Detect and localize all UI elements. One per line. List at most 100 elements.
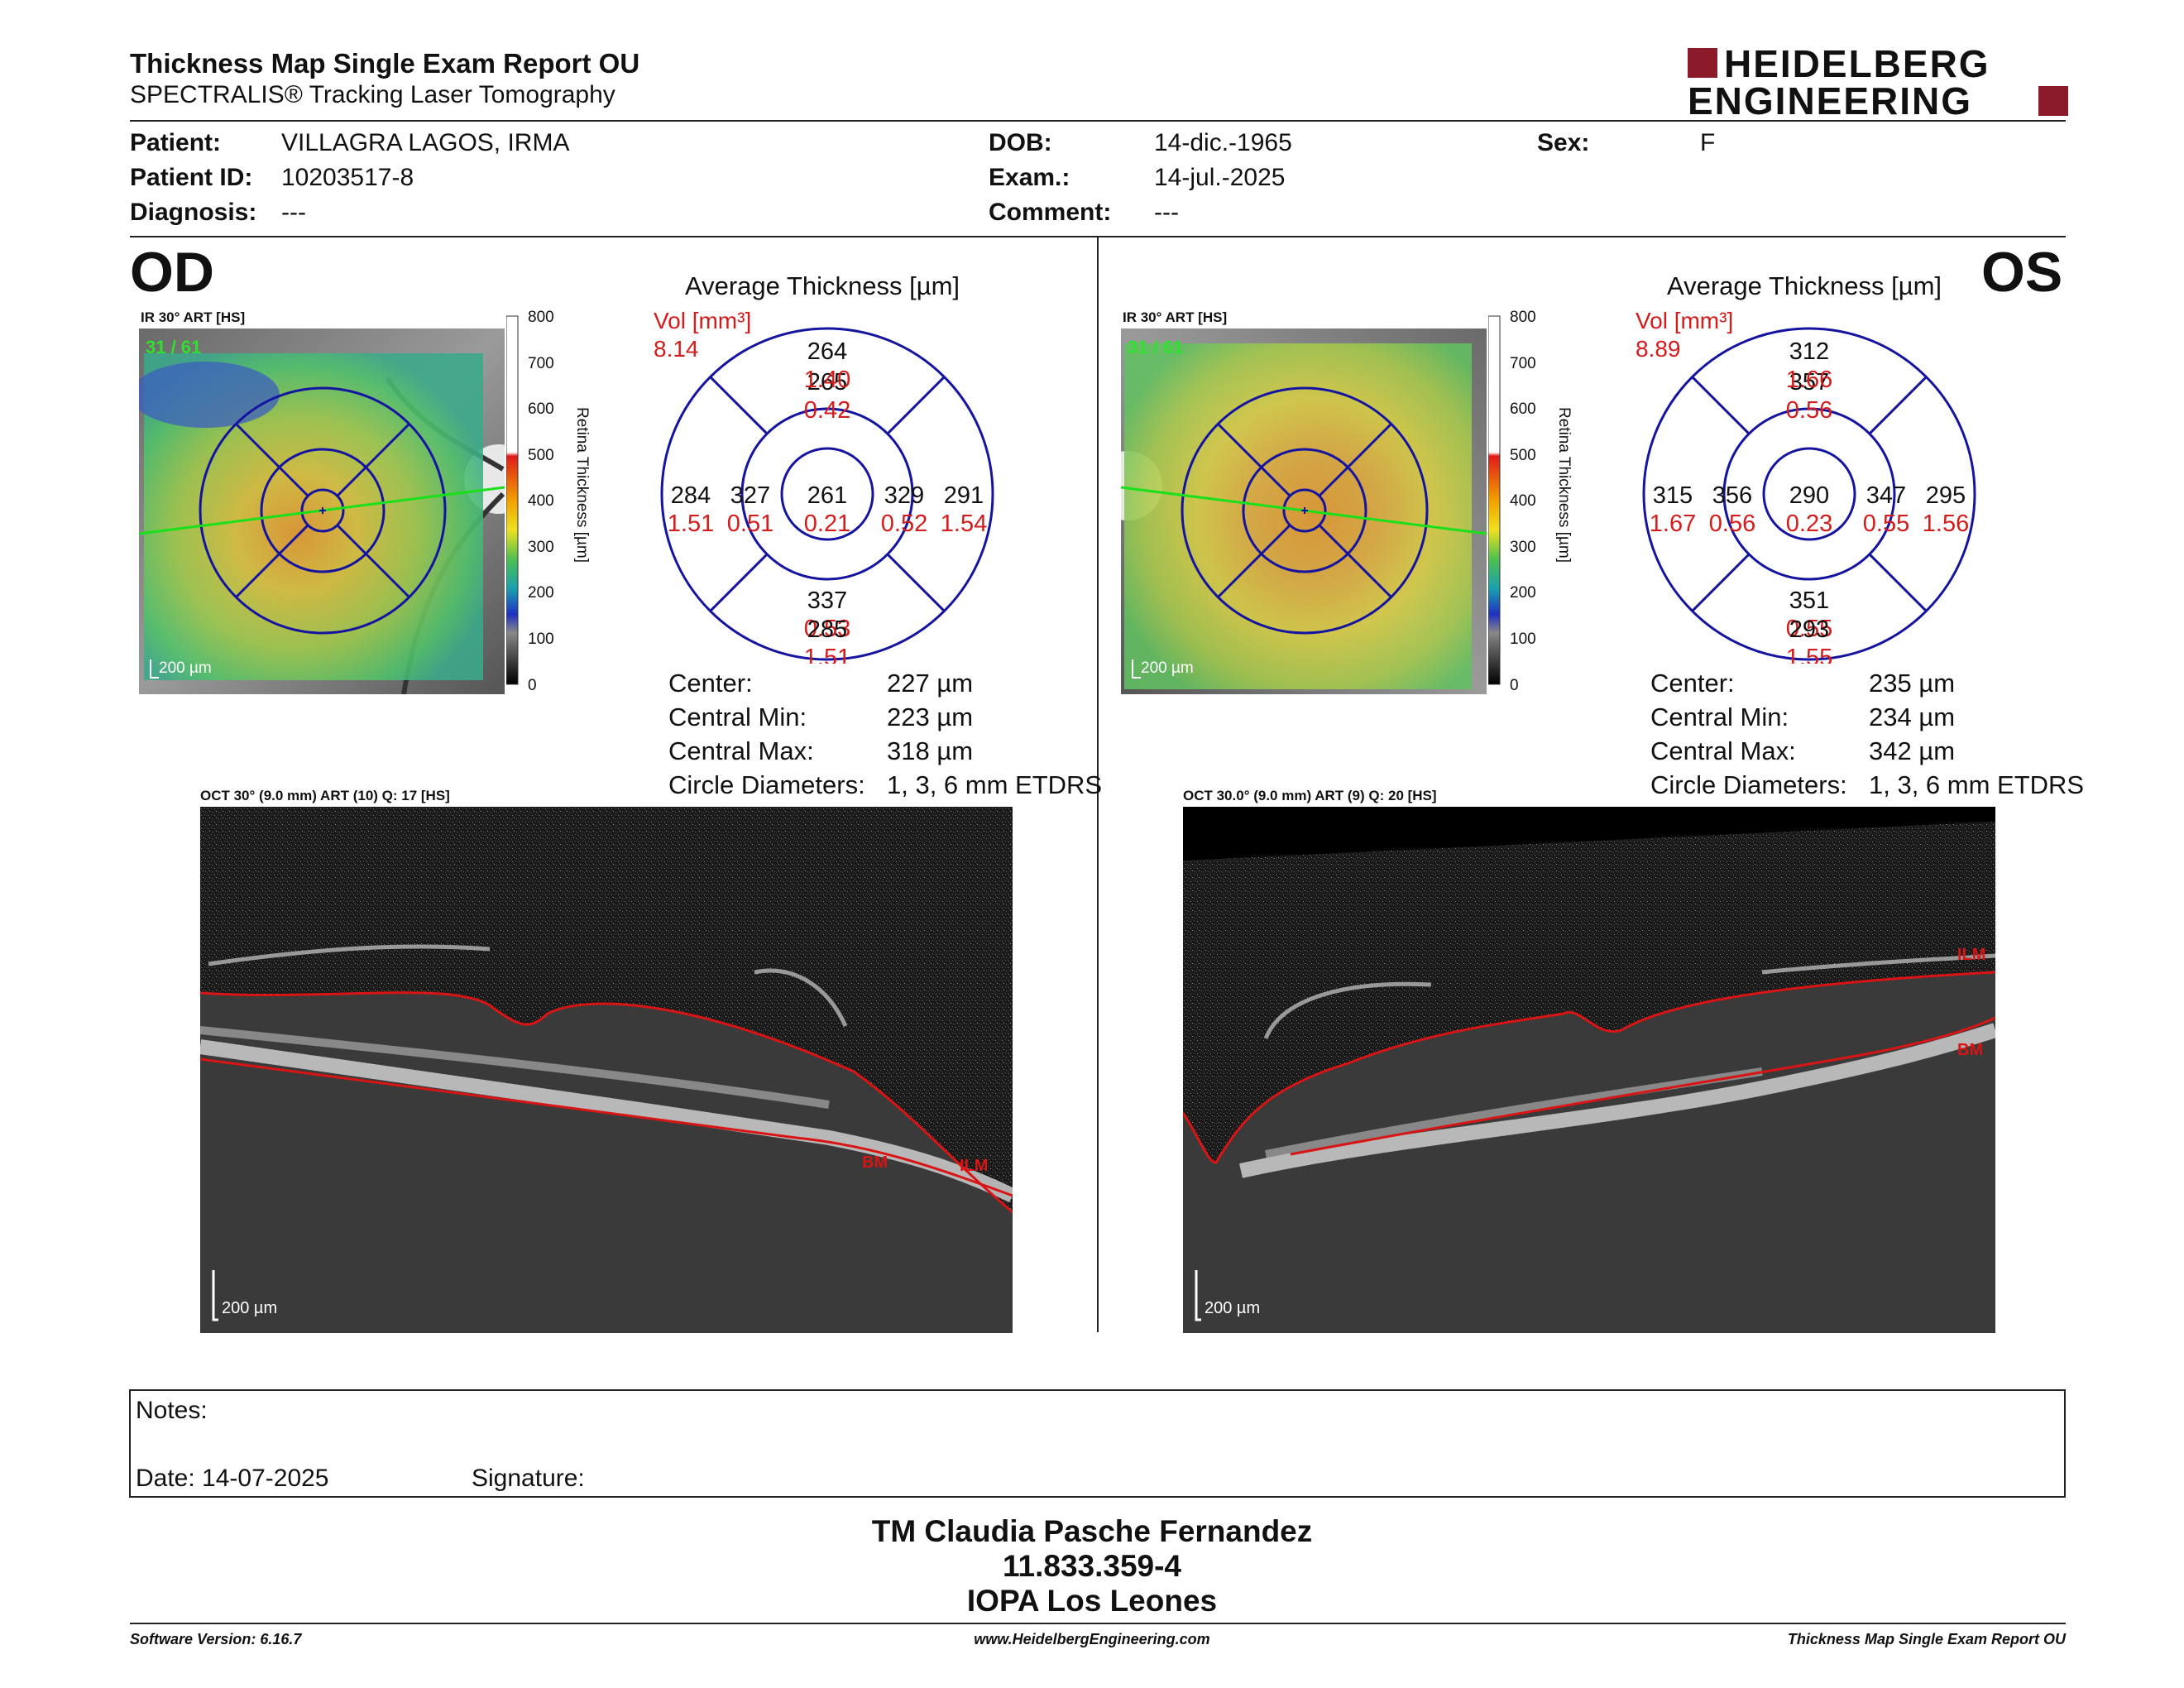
od-cbar-tick: 0 (528, 677, 537, 694)
od-stat-label: Central Max: (668, 736, 814, 765)
os-ir-counter: 31 / 61 (1128, 337, 1183, 357)
os-ir-thick: 347 (1866, 482, 1906, 509)
logo-line1: HEIDELBERG (1724, 45, 1990, 85)
os-bm-label: BM (1957, 1041, 1983, 1059)
od-stat-value: 1, 3, 6 mm ETDRS (887, 770, 1103, 799)
os-oi-vol: 1.55 (1786, 645, 1832, 664)
os-cbar-tick: 300 (1510, 539, 1536, 556)
os-oi-thick: 293 (1789, 616, 1829, 643)
os-oct-label: OCT 30.0° (9.0 mm) ART (9) Q: 20 [HS] (1183, 788, 1437, 803)
logo-line2: ENGINEERING (1688, 79, 1972, 119)
od-colorbar: 800 700 600 500 400 300 200 100 0 Retina… (506, 309, 591, 694)
os-ii-vol: 0.55 (1786, 616, 1832, 642)
od-cbar-tick: 200 (528, 584, 554, 602)
os-os-thick: 312 (1789, 338, 1829, 365)
od-cbar-tick: 500 (528, 447, 554, 464)
os-or-thick: 295 (1926, 482, 1966, 509)
od-vol-value: 8.14 (654, 336, 699, 362)
od-os-thick: 264 (807, 338, 847, 365)
od-stat-value: 318 µm (887, 736, 974, 765)
exam-label: Exam.: (989, 164, 1070, 191)
od-bm-label: BM (862, 1153, 888, 1172)
notes-box[interactable] (129, 1389, 2066, 1498)
od-stat-label: Central Min: (668, 703, 807, 731)
sex-label: Sex: (1537, 129, 1590, 156)
od-center-thick: 261 (807, 482, 847, 509)
os-avg-title: Average Thickness [µm] (1667, 271, 1942, 300)
os-ir-label: IR 30° ART [HS] (1123, 309, 1228, 325)
footer-report-name: Thickness Map Single Exam Report OU (1787, 1631, 2066, 1647)
os-cbar-tick: 700 (1510, 355, 1536, 372)
comment-label: Comment: (989, 199, 1112, 226)
od-ir-thick: 329 (884, 482, 924, 509)
od-vol-label: Vol [mm³] (654, 308, 752, 333)
od-avg-title: Average Thickness [µm] (685, 271, 960, 300)
os-ir-vol: 0.55 (1863, 511, 1909, 537)
os-center-thick: 290 (1789, 482, 1829, 509)
dob-value: 14-dic.-1965 (1154, 129, 1292, 156)
od-cbar-tick: 300 (528, 539, 554, 556)
od-is-thick: 265 (807, 369, 847, 396)
od-oct-scan: BM ILM 200 µm (200, 807, 1013, 1333)
date-label: Date: 14-07-2025 (136, 1465, 329, 1492)
od-il-vol: 0.51 (727, 511, 774, 537)
os-or-vol: 1.56 (1923, 511, 1969, 537)
report-subtitle: SPECTRALIS® Tracking Laser Tomography (130, 81, 615, 108)
od-center-vol: 0.21 (804, 511, 850, 537)
od-etdrs-grid: 261 0.21 265 0.42 337 0.53 327 0.51 329 … (660, 327, 994, 664)
patient-label: Patient: (130, 129, 222, 156)
od-or-vol: 1.54 (941, 511, 987, 537)
od-il-thick: 327 (730, 482, 770, 509)
signer-place: IOPA Los Leones (966, 1584, 1218, 1618)
comment-value: --- (1154, 199, 1179, 226)
od-stat-label: Center: (668, 669, 753, 698)
notes-label: Notes: (136, 1397, 208, 1424)
signature-label: Signature: (472, 1465, 585, 1492)
os-ol-vol: 1.67 (1650, 511, 1696, 537)
os-cbar-tick: 600 (1510, 400, 1536, 418)
od-cbar-tick: 700 (528, 355, 554, 372)
od-cbar-label: Retina Thickness [µm] (573, 407, 591, 563)
od-ii-thick: 337 (807, 587, 847, 614)
os-cbar-label: Retina Thickness [µm] (1555, 407, 1573, 563)
os-stat-value: 235 µm (1869, 669, 1956, 698)
os-cbar-tick: 0 (1510, 677, 1519, 694)
software-version: Software Version: 6.16.7 (130, 1631, 302, 1647)
os-is-vol: 0.56 (1786, 397, 1832, 424)
signer-id: 11.833.359-4 (1002, 1549, 1182, 1583)
os-vol-value: 8.89 (1636, 336, 1681, 362)
website-link[interactable]: www.HeidelbergEngineering.com (974, 1631, 1210, 1647)
os-ilm-label: ILM (1957, 946, 1985, 964)
os-stat-value: 1, 3, 6 mm ETDRS (1869, 770, 2085, 799)
os-eye-label: OS (1981, 241, 2063, 304)
patient-id-label: Patient ID: (130, 164, 253, 191)
os-center-vol: 0.23 (1786, 511, 1832, 537)
patient-name: VILLAGRA LAGOS, IRMA (281, 129, 570, 156)
od-cbar-tick: 600 (528, 400, 554, 418)
od-thickness-map: 31 / 61 200 µm (139, 328, 505, 694)
od-ir-counter: 31 / 61 (146, 337, 201, 357)
os-ii-thick: 351 (1789, 587, 1829, 614)
od-ii-vol: 0.53 (804, 616, 850, 642)
od-ol-thick: 284 (671, 482, 711, 509)
signer-name: TM Claudia Pasche Fernandez (871, 1514, 1313, 1548)
os-il-vol: 0.56 (1709, 511, 1755, 537)
os-os-vol: 1.66 (1786, 367, 1832, 393)
exam-value: 14-jul.-2025 (1154, 164, 1286, 191)
os-etdrs-grid: 290 0.23 357 0.56 351 0.55 356 0.56 347 … (1642, 327, 1976, 664)
os-cbar-tick: 100 (1510, 631, 1536, 648)
os-thickness-map: 31 / 61 200 µm (1121, 328, 1487, 694)
od-ir-vol: 0.52 (881, 511, 927, 537)
diagnosis-value: --- (281, 199, 306, 226)
od-oi-vol: 1.51 (804, 645, 850, 664)
os-il-thick: 356 (1712, 482, 1752, 509)
os-cbar-tick: 200 (1510, 584, 1536, 602)
os-stat-label: Circle Diameters: (1650, 770, 1847, 799)
od-ir-label: IR 30° ART [HS] (141, 309, 246, 325)
od-map-scale: 200 µm (159, 659, 212, 677)
os-is-thick: 357 (1789, 369, 1829, 396)
od-stat-value: 227 µm (887, 669, 974, 698)
os-cbar-tick: 800 (1510, 309, 1536, 326)
od-oct-scale: 200 µm (222, 1299, 277, 1317)
od-or-thick: 291 (944, 482, 984, 509)
